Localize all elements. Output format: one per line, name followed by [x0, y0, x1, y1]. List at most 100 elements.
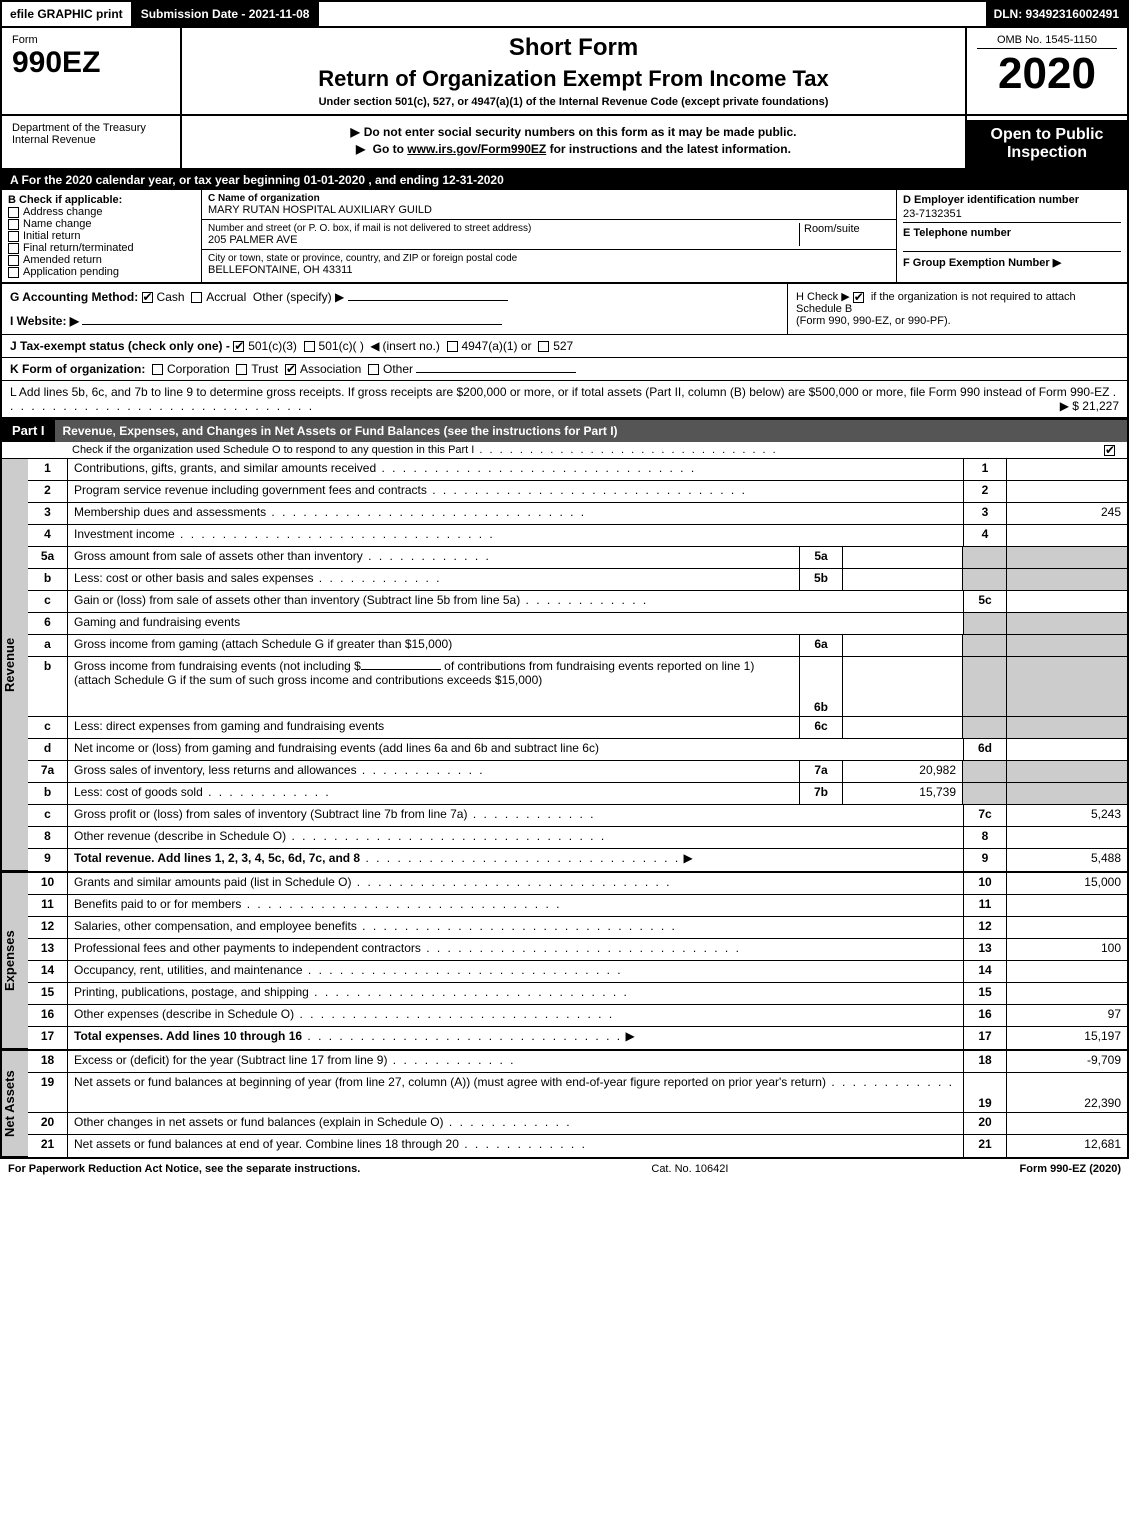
- part1-sub: Check if the organization used Schedule …: [0, 442, 1129, 459]
- form-header: Form 990EZ Short Form Return of Organiza…: [0, 28, 1129, 116]
- line-7b: bLess: cost of goods sold7b15,739: [28, 783, 1127, 805]
- line-6c: cLess: direct expenses from gaming and f…: [28, 717, 1127, 739]
- line-16: 16Other expenses (describe in Schedule O…: [28, 1005, 1127, 1027]
- line-19: 19Net assets or fund balances at beginni…: [28, 1073, 1127, 1113]
- line-6d: dNet income or (loss) from gaming and fu…: [28, 739, 1127, 761]
- org-name: MARY RUTAN HOSPITAL AUXILIARY GUILD: [208, 204, 890, 216]
- title-sub: Under section 501(c), 527, or 4947(a)(1)…: [192, 96, 955, 108]
- line-10: 10Grants and similar amounts paid (list …: [28, 873, 1127, 895]
- part1-sub-text: Check if the organization used Schedule …: [72, 444, 778, 456]
- line-3: 3Membership dues and assessments3245: [28, 503, 1127, 525]
- h-label: H Check ▶: [796, 291, 850, 303]
- form-header-2: Department of the Treasury Internal Reve…: [0, 116, 1129, 170]
- cb-accrual[interactable]: [191, 292, 202, 303]
- cb-name-change[interactable]: Name change: [8, 218, 195, 230]
- k-other: Other: [383, 362, 413, 376]
- cb-address-change[interactable]: Address change: [8, 206, 195, 218]
- cb-label: Name change: [23, 218, 92, 230]
- footer-left: For Paperwork Reduction Act Notice, see …: [8, 1163, 360, 1175]
- tax-year: 2020: [977, 49, 1117, 99]
- line-7c: cGross profit or (loss) from sales of in…: [28, 805, 1127, 827]
- cb-label: Initial return: [23, 230, 80, 242]
- c-name-row: C Name of organization MARY RUTAN HOSPIT…: [202, 190, 896, 220]
- h-schedule-b: H Check ▶ if the organization is not req…: [787, 284, 1127, 334]
- dln: DLN: 93492316002491: [986, 2, 1127, 26]
- dept-label: Department of the Treasury: [12, 122, 170, 134]
- cb-501c3[interactable]: [233, 341, 244, 352]
- efile-label: efile GRAPHIC print: [2, 2, 133, 26]
- expenses-section: Expenses 10Grants and similar amounts pa…: [0, 873, 1129, 1051]
- g-cash: Cash: [157, 290, 185, 304]
- cb-501c[interactable]: [304, 341, 315, 352]
- k-trust: Trust: [251, 362, 278, 376]
- cb-final-return[interactable]: Final return/terminated: [8, 242, 195, 254]
- cb-527[interactable]: [538, 341, 549, 352]
- cb-schedule-o-part1[interactable]: [1104, 445, 1115, 456]
- line-5b: bLess: cost or other basis and sales exp…: [28, 569, 1127, 591]
- line-4: 4Investment income4: [28, 525, 1127, 547]
- line-5c: cGain or (loss) from sale of assets othe…: [28, 591, 1127, 613]
- row-a-tax-year: A For the 2020 calendar year, or tax yea…: [0, 170, 1129, 190]
- cb-label: Amended return: [23, 254, 102, 266]
- cb-association[interactable]: [285, 364, 296, 375]
- g-label: G Accounting Method:: [10, 290, 138, 304]
- col-b-head: B Check if applicable:: [8, 194, 195, 206]
- cb-cash[interactable]: [142, 292, 153, 303]
- cb-trust[interactable]: [236, 364, 247, 375]
- line-2: 2Program service revenue including gover…: [28, 481, 1127, 503]
- cb-label: Final return/terminated: [23, 242, 134, 254]
- bullet2-pre: Go to: [373, 142, 408, 156]
- cb-4947[interactable]: [447, 341, 458, 352]
- inspection-box: Open to Public Inspection: [967, 116, 1127, 168]
- entity-block: B Check if applicable: Address change Na…: [0, 190, 1129, 284]
- revenue-section: Revenue 1Contributions, gifts, grants, a…: [0, 459, 1129, 873]
- cb-initial-return[interactable]: Initial return: [8, 230, 195, 242]
- l9-desc: Total revenue. Add lines 1, 2, 3, 4, 5c,…: [74, 851, 360, 865]
- l17-desc: Total expenses. Add lines 10 through 16: [74, 1029, 302, 1043]
- title-short: Short Form: [192, 34, 955, 62]
- e-phone-label: E Telephone number: [903, 223, 1121, 252]
- row-gh: G Accounting Method: Cash Accrual Other …: [0, 284, 1129, 335]
- line-15: 15Printing, publications, postage, and s…: [28, 983, 1127, 1005]
- form-title-box: Short Form Return of Organization Exempt…: [182, 28, 967, 114]
- line-6b: b Gross income from fundraising events (…: [28, 657, 1127, 717]
- bullet-link-line: Go to www.irs.gov/Form990EZ for instruct…: [192, 142, 955, 156]
- line-6: 6Gaming and fundraising events: [28, 613, 1127, 635]
- line-17: 17Total expenses. Add lines 10 through 1…: [28, 1027, 1127, 1049]
- line-12: 12Salaries, other compensation, and empl…: [28, 917, 1127, 939]
- net-assets-section: Net Assets 18Excess or (deficit) for the…: [0, 1051, 1129, 1159]
- row-k-org-form: K Form of organization: Corporation Trus…: [0, 358, 1129, 381]
- line-13: 13Professional fees and other payments t…: [28, 939, 1127, 961]
- part1-title: Revenue, Expenses, and Changes in Net As…: [55, 420, 1127, 442]
- cb-amended-return[interactable]: Amended return: [8, 254, 195, 266]
- top-bar: efile GRAPHIC print Submission Date - 20…: [0, 0, 1129, 28]
- cb-application-pending[interactable]: Application pending: [8, 266, 195, 278]
- cb-corporation[interactable]: [152, 364, 163, 375]
- c-name-label: C Name of organization: [208, 193, 890, 204]
- c-city-row: City or town, state or province, country…: [202, 250, 896, 279]
- line-18: 18Excess or (deficit) for the year (Subt…: [28, 1051, 1127, 1073]
- line-7a: 7aGross sales of inventory, less returns…: [28, 761, 1127, 783]
- cb-other-org[interactable]: [368, 364, 379, 375]
- website-field[interactable]: [82, 324, 502, 325]
- revenue-tab: Revenue: [2, 459, 28, 871]
- page-footer: For Paperwork Reduction Act Notice, see …: [0, 1159, 1129, 1179]
- j-501c3: 501(c)(3): [248, 339, 297, 353]
- city-label: City or town, state or province, country…: [208, 253, 890, 264]
- cb-schedule-b[interactable]: [853, 292, 864, 303]
- line-20: 20Other changes in net assets or fund ba…: [28, 1113, 1127, 1135]
- g-accrual: Accrual: [206, 290, 246, 304]
- col-b-checkboxes: B Check if applicable: Address change Na…: [2, 190, 202, 282]
- addr-label: Number and street (or P. O. box, if mail…: [208, 223, 795, 234]
- irs-link[interactable]: www.irs.gov/Form990EZ: [407, 142, 546, 156]
- line-5a: 5aGross amount from sale of assets other…: [28, 547, 1127, 569]
- open-inspection: Open to Public Inspection: [967, 120, 1127, 168]
- part1-badge: Part I: [2, 419, 55, 442]
- bullet-ssn: Do not enter social security numbers on …: [192, 125, 955, 139]
- i-website-label: I Website: ▶: [10, 314, 79, 328]
- omb-year-box: OMB No. 1545-1150 2020: [967, 28, 1127, 114]
- line-21: 21Net assets or fund balances at end of …: [28, 1135, 1127, 1157]
- j-527: 527: [553, 339, 573, 353]
- net-assets-tab: Net Assets: [2, 1051, 28, 1157]
- line-11: 11Benefits paid to or for members11: [28, 895, 1127, 917]
